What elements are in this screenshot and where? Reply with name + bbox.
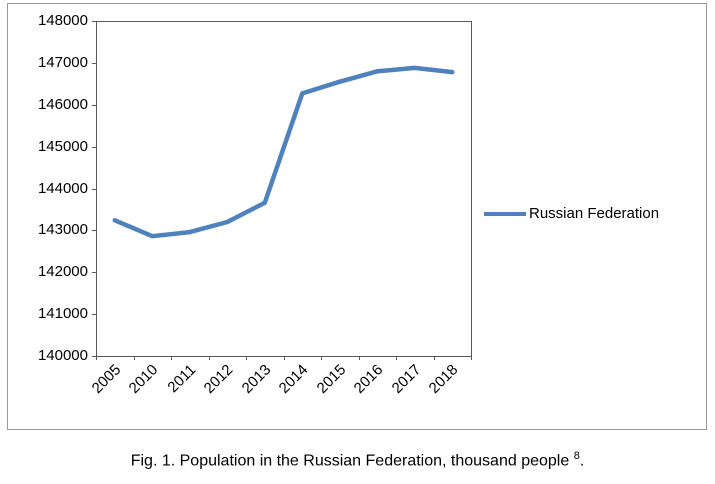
plot-border [96,21,472,357]
chart-canvas [92,21,472,360]
legend-label: Russian Federation [529,205,660,222]
y-axis-tick-label: 142000 [37,263,88,280]
y-axis-tick-label: 144000 [37,180,88,197]
legend: Russian Federation [484,205,659,222]
y-axis-tick-label: 148000 [37,12,88,29]
y-axis-tick-label: 140000 [37,347,88,364]
y-axis-tick-label: 143000 [37,221,88,238]
caption-suffix: . [579,452,585,470]
chart-container: 140000 141000 142000 143000 144000 145000 1460… [7,3,707,430]
legend-line-sample [484,211,526,216]
y-axis-tick-label: 147000 [37,54,88,71]
figure-caption: Fig. 1. Population in the Russian Federa… [0,450,715,470]
y-axis-tick-label: 146000 [37,96,88,113]
y-axis-tick-label: 141000 [37,305,88,322]
caption-superscript: 8 [573,450,580,462]
caption-text: Fig. 1. Population in the Russian Federa… [130,452,574,470]
population-line-series [112,65,455,239]
y-axis-tick-label: 145000 [37,138,88,155]
